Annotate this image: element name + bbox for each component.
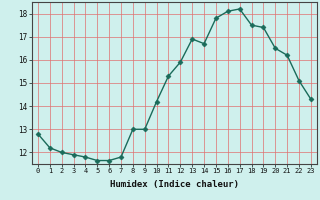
X-axis label: Humidex (Indice chaleur): Humidex (Indice chaleur)	[110, 180, 239, 189]
